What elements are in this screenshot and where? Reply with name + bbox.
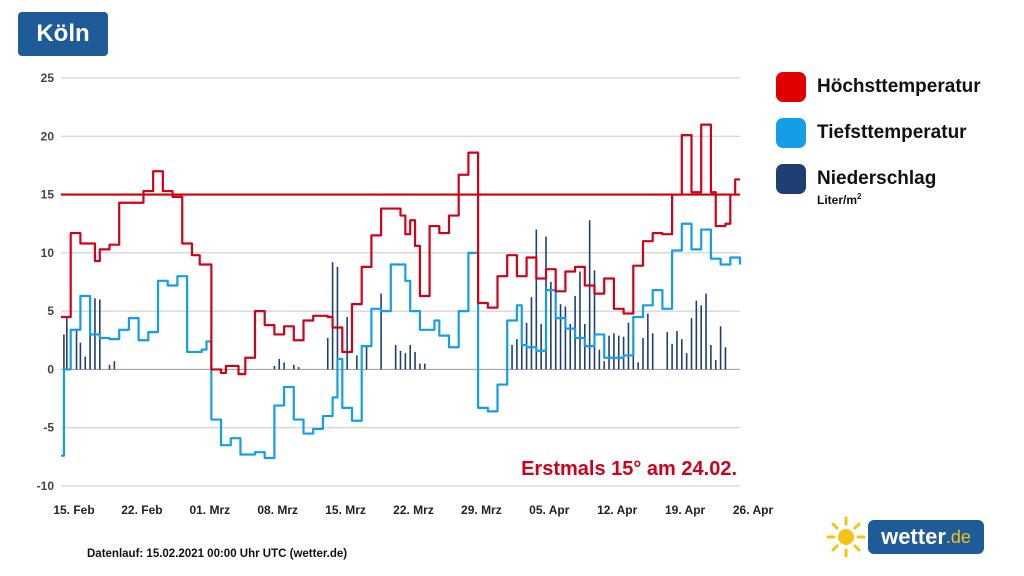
city-badge: Köln — [18, 12, 108, 56]
logo-tld: .de — [945, 526, 971, 547]
legend-label-precip: Niederschlag — [817, 168, 937, 189]
legend-swatch-precip — [776, 164, 806, 194]
data-run-footer: Datenlauf: 15.02.2021 00:00 Uhr UTC (wet… — [87, 548, 348, 560]
x-tick-label: 15. Feb — [53, 503, 94, 517]
y-tick-label: 20 — [41, 129, 55, 143]
precip-unit: Liter/m2 — [817, 192, 861, 207]
y-tick-label: 10 — [41, 246, 55, 260]
y-tick-label: 0 — [47, 362, 54, 376]
x-tick-label: 19. Apr — [665, 503, 706, 517]
precip-unit-exponent: 2 — [857, 192, 862, 201]
x-tick-label: 05. Apr — [529, 503, 570, 517]
legend-swatch-min-temp — [776, 118, 806, 148]
precip-unit-text: Liter/m — [817, 193, 858, 207]
sun-icon — [826, 516, 866, 558]
legend-label-min-temp: Tiefsttemperatur — [817, 122, 967, 143]
y-tick-label: 5 — [47, 304, 54, 318]
city-name: Köln — [36, 20, 90, 47]
x-tick-label: 29. Mrz — [461, 503, 502, 517]
wetter-de-logo: wetter .de — [826, 516, 986, 558]
x-tick-label: 26. Apr — [733, 503, 774, 517]
y-tick-label: -10 — [37, 479, 55, 493]
y-tick-label: 25 — [41, 71, 55, 85]
legend-swatch-max-temp — [776, 72, 806, 102]
max-temp-line — [61, 123, 740, 376]
annotation-first-15: Erstmals 15° am 24.02. — [521, 458, 737, 480]
temperature-precipitation-chart: 25 20 15 10 5 0 -5 -10 15. Feb 22. Feb 01. Mrz 08. … — [37, 71, 774, 517]
y-tick-label: 15 — [41, 188, 55, 202]
min-temp-line — [61, 222, 742, 460]
y-tick-label: -5 — [43, 421, 54, 435]
x-tick-label: 12. Apr — [597, 503, 638, 517]
x-tick-label: 01. Mrz — [189, 503, 230, 517]
logo-name: wetter — [881, 524, 946, 549]
x-tick-label: 15. Mrz — [325, 503, 366, 517]
logo-wordmark: wetter .de — [868, 520, 984, 554]
x-tick-label: 08. Mrz — [257, 503, 298, 517]
x-tick-label: 22. Mrz — [393, 503, 434, 517]
x-tick-label: 22. Feb — [121, 503, 162, 517]
legend-label-max-temp: Höchsttemperatur — [817, 76, 981, 97]
